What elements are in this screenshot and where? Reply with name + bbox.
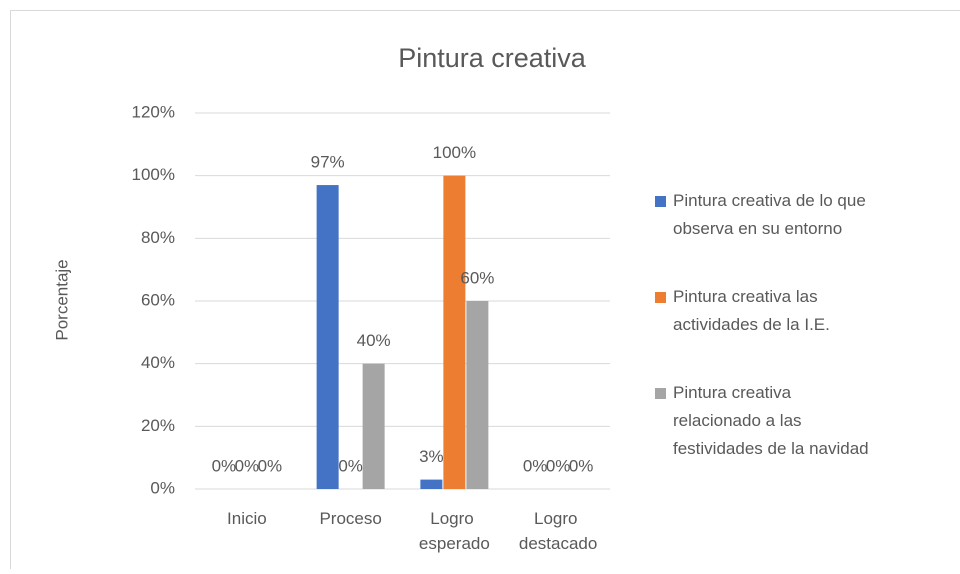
bar bbox=[317, 185, 339, 489]
legend-label: Pintura creativa de lo que observa en su… bbox=[673, 191, 871, 238]
chart-title: Pintura creativa bbox=[398, 43, 587, 73]
data-label: 0% bbox=[523, 456, 548, 475]
x-tick-label: Proceso bbox=[319, 509, 381, 528]
y-tick-label: 0% bbox=[150, 478, 175, 497]
x-tick-label: Logro esperado bbox=[419, 509, 490, 553]
y-tick-label: 100% bbox=[132, 165, 175, 184]
y-tick-label: 60% bbox=[141, 290, 175, 309]
bar bbox=[363, 364, 385, 489]
legend-swatch bbox=[655, 292, 666, 303]
legend-label: Pintura creativa las actividades de la I… bbox=[673, 287, 830, 334]
data-label: 0% bbox=[258, 456, 283, 475]
y-axis-label: Porcentaje bbox=[52, 259, 71, 340]
y-tick-label: 40% bbox=[141, 353, 175, 372]
bar bbox=[420, 480, 442, 489]
data-label: 60% bbox=[460, 268, 494, 287]
data-label: 100% bbox=[433, 143, 476, 162]
data-label: 0% bbox=[338, 456, 363, 475]
y-tick-label: 80% bbox=[141, 228, 175, 247]
data-label: 40% bbox=[357, 331, 391, 350]
data-label: 0% bbox=[235, 456, 260, 475]
data-label: 0% bbox=[569, 456, 594, 475]
data-label: 0% bbox=[546, 456, 571, 475]
legend-label: Pintura creativa relacionado a las festi… bbox=[673, 383, 869, 458]
y-tick-label: 20% bbox=[141, 416, 175, 435]
data-label: 97% bbox=[311, 153, 345, 172]
y-tick-label: 120% bbox=[132, 102, 175, 121]
data-label: 3% bbox=[419, 447, 444, 466]
x-tick-label: Logro destacado bbox=[519, 509, 597, 553]
bar bbox=[443, 176, 465, 489]
bar bbox=[466, 301, 488, 489]
x-tick-label: Inicio bbox=[227, 509, 267, 528]
legend-swatch bbox=[655, 196, 666, 207]
data-label: 0% bbox=[212, 456, 237, 475]
legend-swatch bbox=[655, 388, 666, 399]
